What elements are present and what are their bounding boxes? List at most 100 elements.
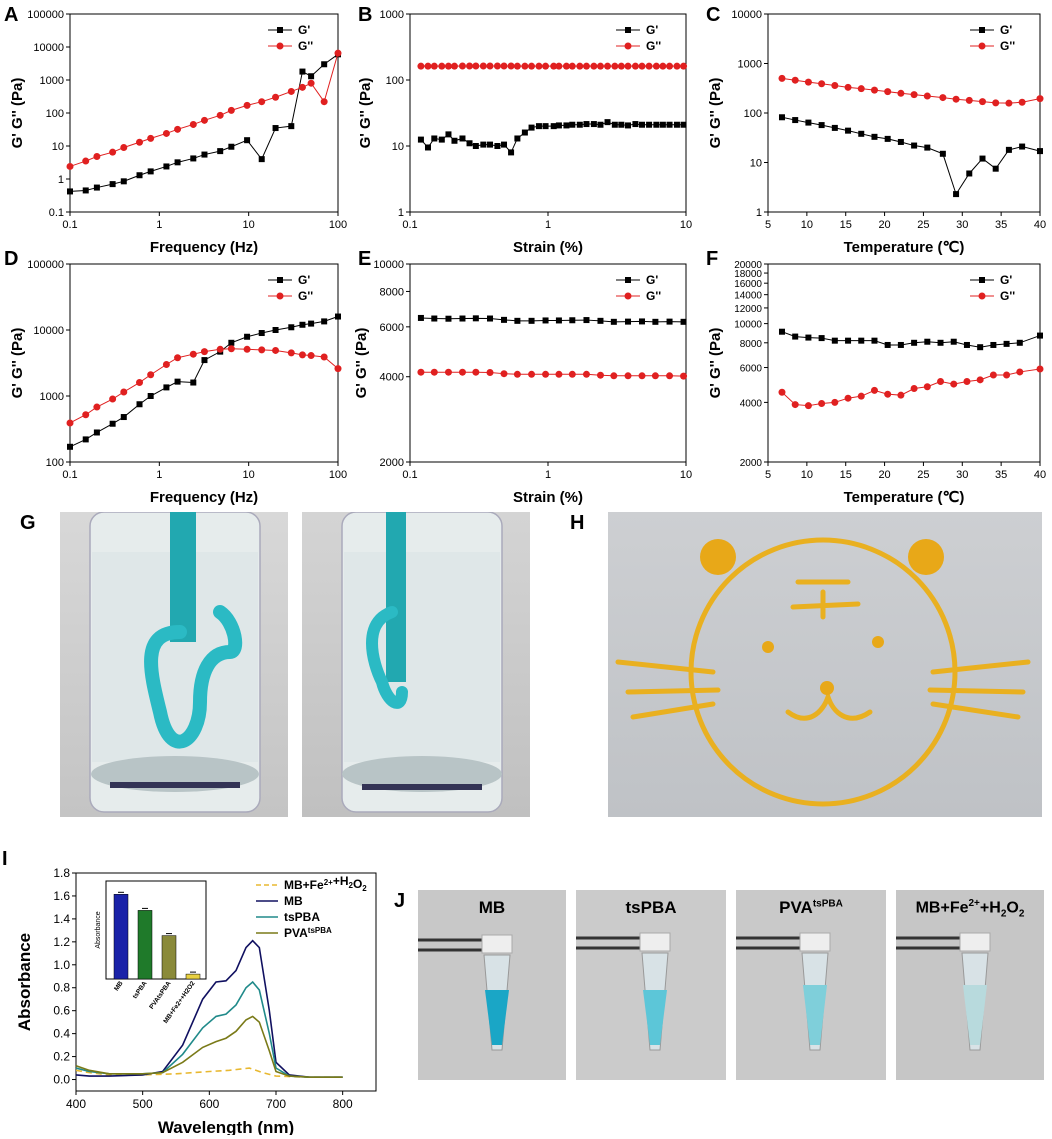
data-point-gprime: [884, 341, 891, 348]
y-tick-label: 100000: [27, 9, 64, 21]
data-point-gprime: [445, 131, 452, 138]
panel-letter-g: G: [20, 512, 36, 534]
data-point-gprime: [228, 143, 235, 150]
data-point-gprime: [555, 122, 562, 129]
x-axis-label: Strain (%): [513, 239, 583, 256]
data-point-gprime: [308, 320, 315, 327]
data-point-gprime: [514, 135, 521, 142]
data-point-gdoubleprime: [638, 62, 646, 70]
data-point-gprime: [528, 317, 535, 324]
data-point-gdoubleprime: [458, 62, 466, 70]
data-point-gprime: [555, 317, 562, 324]
tube-fenton-illustration: [896, 932, 991, 1051]
data-point-gprime: [966, 170, 973, 177]
x-tick-label: 15: [840, 469, 852, 481]
data-point-gdoubleprime: [444, 368, 452, 376]
data-point-gprime: [632, 121, 639, 128]
x-tick-label: 0.1: [62, 469, 77, 481]
data-point-gprime: [604, 119, 611, 126]
chart-c: 5 10 15 20 25 30 35 40 1 10 100 1000 10000 Temperatur…: [707, 9, 1046, 256]
data-point-gdoubleprime: [590, 62, 598, 70]
y-tick-label: 1000: [380, 9, 404, 21]
data-point-gprime: [431, 135, 438, 142]
legend-label: G'': [1000, 39, 1015, 53]
data-point-gdoubleprime: [500, 370, 508, 378]
data-point-gprime: [858, 337, 865, 344]
x-tick-label: 10: [680, 469, 692, 481]
inset-category-label: MB: [113, 980, 125, 993]
data-point-gprime: [569, 121, 576, 128]
data-point-gdoubleprime: [243, 345, 251, 353]
data-point-gprime: [228, 339, 235, 346]
y-tick-label: 10000: [373, 259, 404, 271]
plot-frame: [75, 872, 377, 1092]
data-point-gprime: [67, 443, 73, 450]
data-point-gdoubleprime: [884, 88, 892, 96]
tube-label-mb: MB: [478, 898, 506, 917]
chart-i: 400 500 600 700 800 0.0 0.2 0.4 0.6 0.8 1.0 1.2 1.4 1…: [15, 866, 377, 1135]
data-point-gdoubleprime: [147, 134, 155, 142]
data-point-gprime: [417, 314, 424, 321]
data-point-gdoubleprime: [472, 62, 480, 70]
legend-label: G': [298, 23, 310, 37]
tube-label-pva: PVAtsPBA: [736, 898, 886, 918]
legend-label: G': [298, 273, 310, 287]
x-axis-label: Frequency (Hz): [150, 239, 258, 256]
data-point-gprime: [597, 121, 604, 128]
data-point-gdoubleprime: [200, 116, 208, 124]
x-tick-label: 20: [878, 469, 890, 481]
legend-label: G'': [1000, 289, 1015, 303]
tube-label-pva-sup: tsPBA: [812, 898, 843, 910]
tube-mb-illustration: [418, 934, 513, 1051]
data-point-gdoubleprime: [652, 62, 660, 70]
data-point-gdoubleprime: [611, 62, 619, 70]
data-point-gprime: [680, 318, 687, 325]
y-tick-label: 18000: [734, 269, 762, 280]
data-point-gdoubleprime: [438, 62, 446, 70]
chart-e: 0.1 1 10 2000 4000 6000 8000 10000 Strain (%) G' …: [353, 259, 692, 506]
legend-label: G': [646, 23, 658, 37]
x-tick-label: 500: [133, 1097, 153, 1111]
y-tick-label: 100: [46, 108, 64, 120]
series-line-1: [75, 939, 343, 1079]
data-point-gdoubleprime: [216, 111, 224, 119]
data-point-gprime: [563, 122, 570, 129]
data-point-gprime: [1019, 143, 1026, 150]
data-point-gprime: [258, 156, 265, 163]
tube-label-fenton-f: 2: [1018, 908, 1025, 920]
data-point-gdoubleprime: [844, 83, 852, 91]
data-point-gdoubleprime: [1036, 365, 1044, 373]
tube-label-fenton-d: 2: [1000, 908, 1007, 920]
x-tick-label: 1: [156, 469, 162, 481]
y-axis-label: G' G'' (Pa): [707, 78, 724, 149]
data-point-gprime: [1037, 332, 1043, 339]
data-point-gprime: [666, 318, 673, 325]
data-point-gprime: [244, 333, 251, 340]
legend-label: G'': [298, 39, 313, 53]
x-axis-label: Strain (%): [513, 489, 583, 506]
data-point-gdoubleprime: [417, 368, 425, 376]
data-point-gdoubleprime: [857, 392, 865, 400]
tube-label-tspba: tsPBA: [625, 898, 677, 917]
inset-category-label: PVAtsPBA: [148, 980, 172, 1011]
y-tick-label: 6000: [380, 322, 404, 334]
data-point-gprime: [805, 119, 812, 126]
tube-label-fenton-e: O: [1006, 899, 1019, 917]
data-point-gprime: [550, 123, 557, 130]
data-point-gprime: [288, 324, 295, 331]
vial-left-illustration: [89, 512, 261, 813]
data-point-gdoubleprime: [1003, 371, 1011, 379]
y-tick-label: 10000: [734, 320, 762, 331]
data-point-gdoubleprime: [791, 76, 799, 84]
data-point-gdoubleprime: [287, 87, 295, 95]
data-point-gprime: [93, 184, 100, 191]
data-point-gdoubleprime: [638, 372, 646, 380]
panel-letter-h: H: [570, 512, 585, 534]
legend-marker: [624, 42, 632, 50]
data-point-gprime: [272, 327, 279, 333]
data-point-gprime: [163, 384, 170, 391]
plot-frame: [409, 263, 687, 463]
data-point-gprime: [244, 137, 251, 144]
data-point-gdoubleprime: [989, 371, 997, 379]
chart-d: 0.1 1 10 100 100 1000 10000 100000 Frequency (Hz…: [9, 259, 347, 506]
